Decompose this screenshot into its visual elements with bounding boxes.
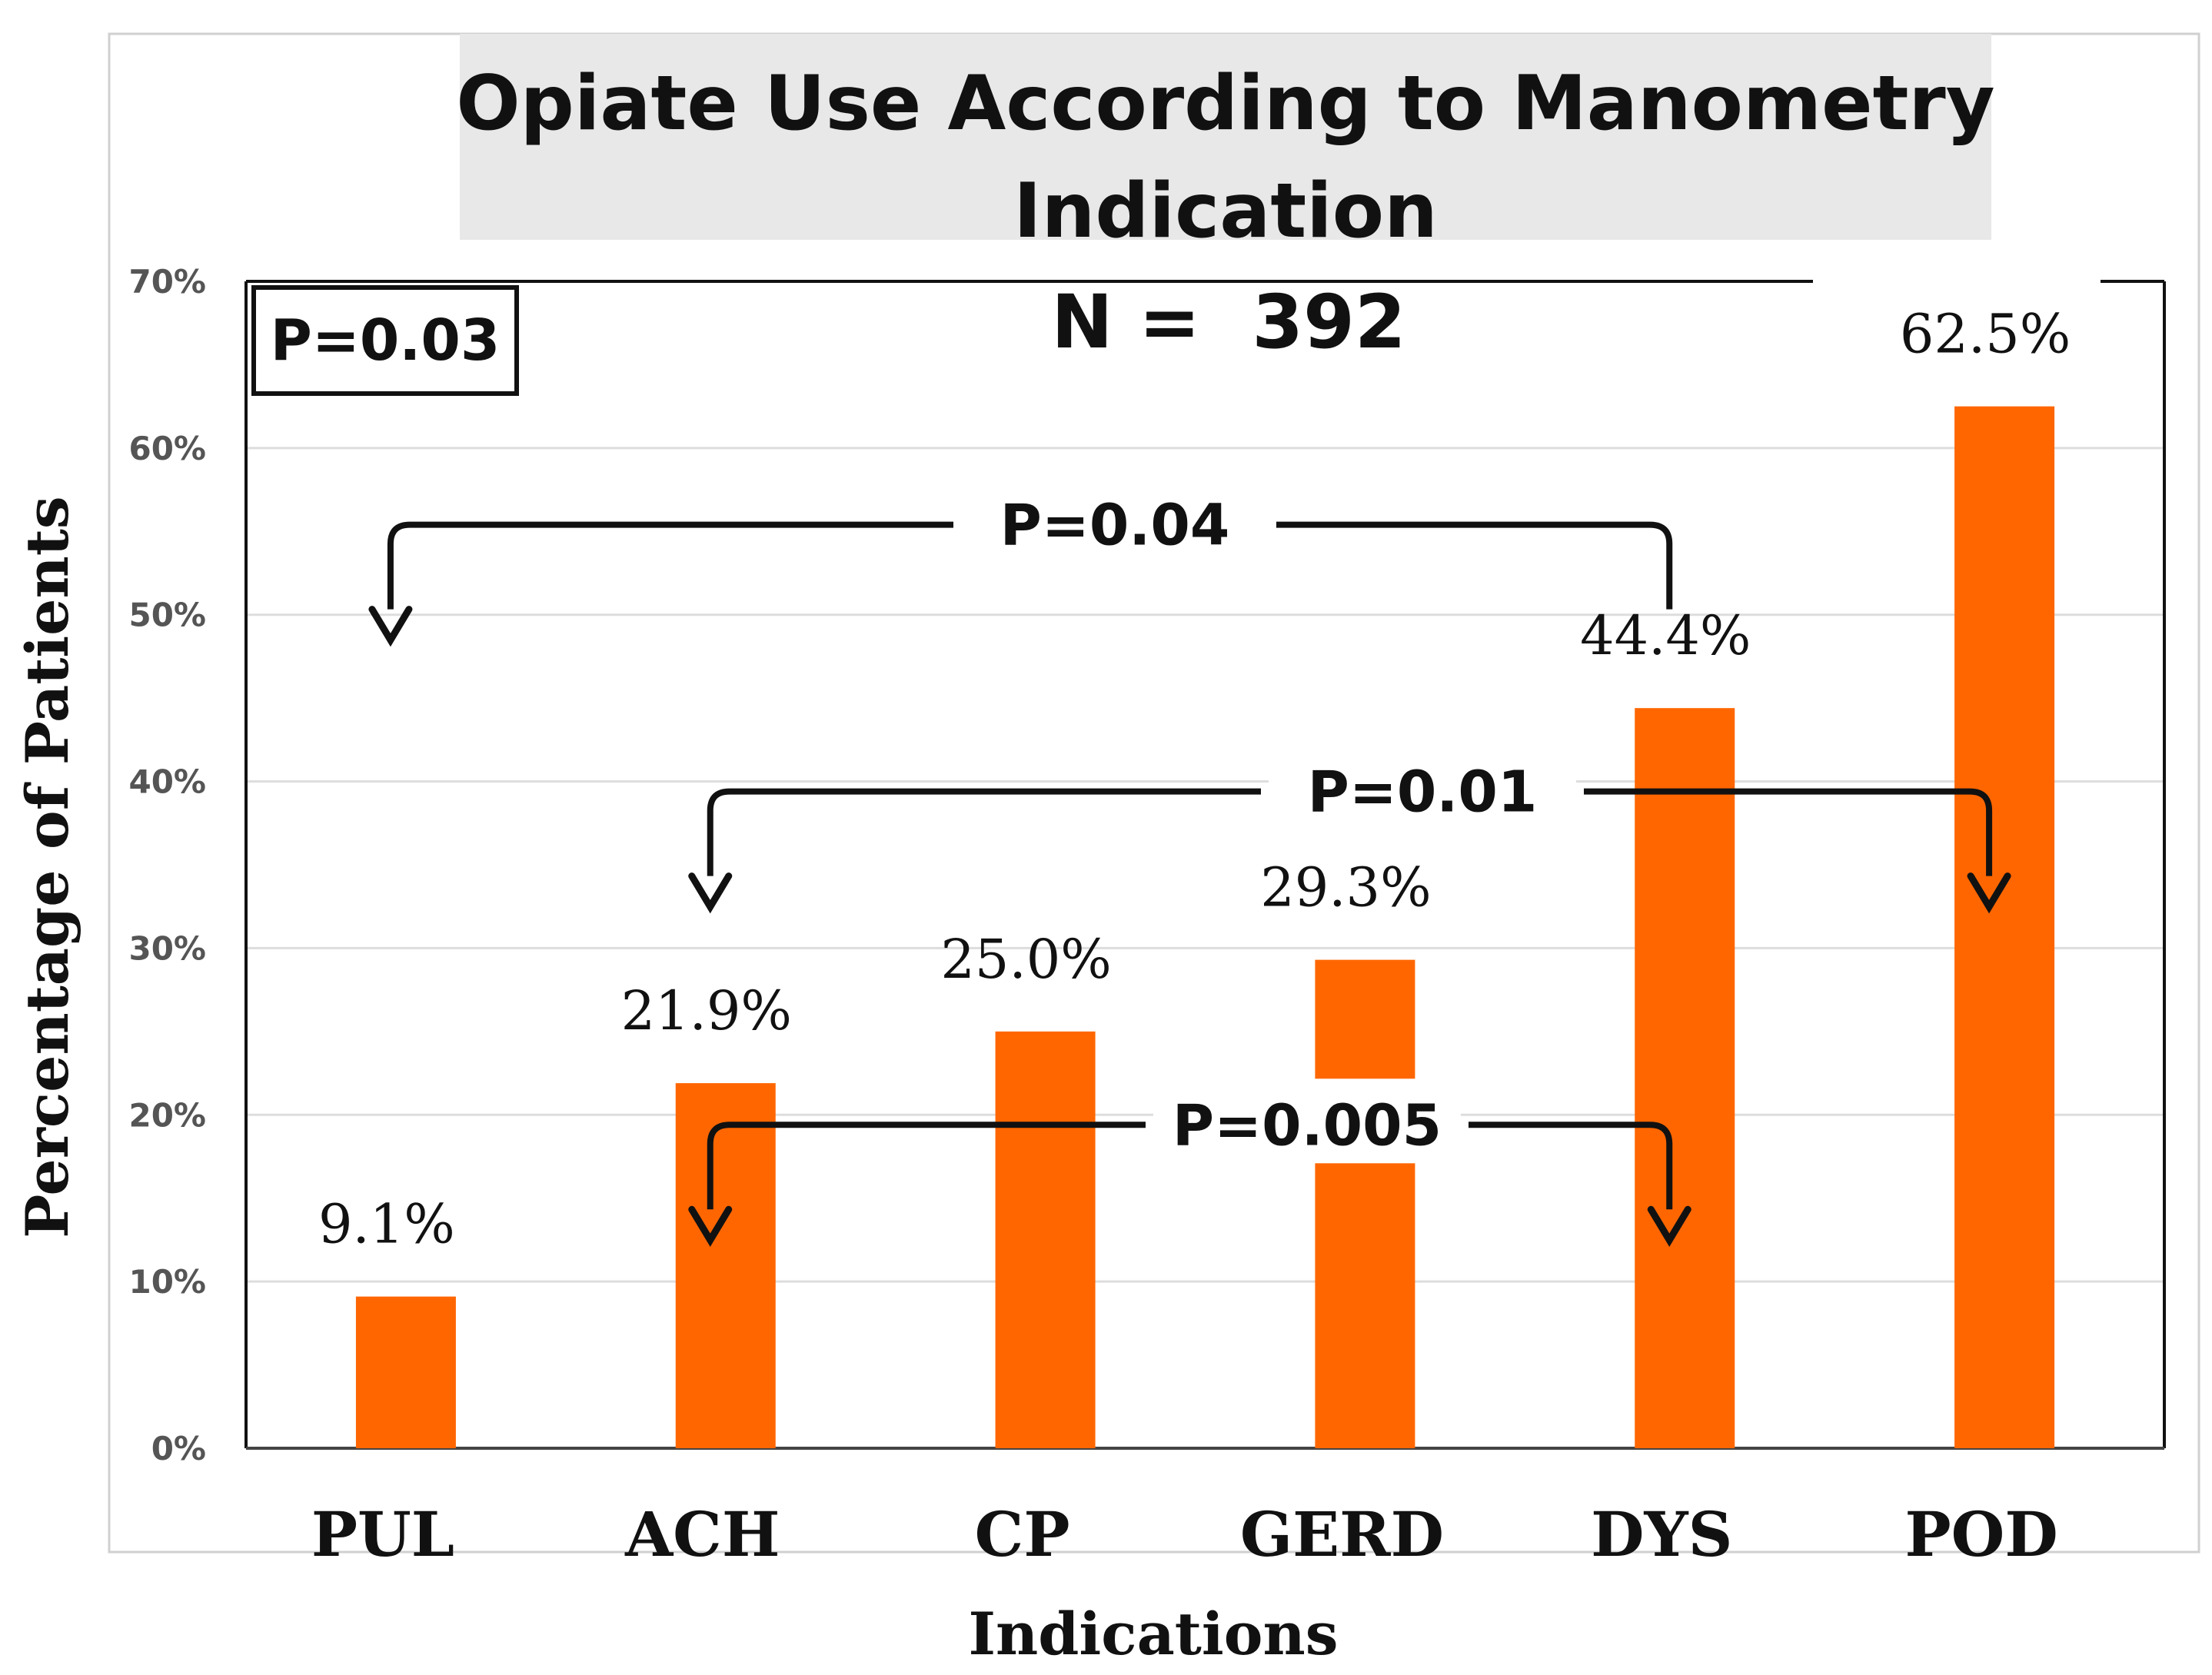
y-tick-label: 20%: [128, 1096, 206, 1134]
comparison-brackets: P=0.04 P=0.01 P=0.005: [368, 478, 2011, 1248]
y-axis-ticks: 0% 10% 20% 30% 40% 50% 60% 70%: [128, 263, 206, 1467]
value-labels: 9.1% 21.9% 25.0% 29.3% 44.4% 62.5%: [318, 303, 2071, 1256]
bar-pul: [355, 1296, 456, 1448]
bracket-line: [707, 788, 1261, 876]
y-axis-title: Percentage of Patients: [13, 496, 81, 1238]
value-label: 25.0%: [940, 928, 1111, 991]
x-tick-label: POD: [1904, 1498, 2057, 1570]
x-tick-label: DYS: [1591, 1498, 1732, 1570]
value-label: 62.5%: [1900, 303, 2071, 366]
bracket-label-bg: [1153, 1078, 1461, 1164]
x-axis-title: Indications: [968, 1600, 1338, 1668]
overall-p-label: P=0.03: [271, 307, 501, 374]
bar-ach: [675, 1083, 776, 1448]
arrowhead: [688, 1205, 733, 1248]
y-tick-label: 40%: [128, 763, 206, 801]
chart-title-line-2: Indication: [1013, 168, 1438, 255]
value-label: 44.4%: [1580, 604, 1751, 667]
bar-gerd: [1315, 959, 1415, 1448]
bracket-label: P=0.005: [1173, 1092, 1442, 1158]
bracket-line: [1276, 521, 1673, 610]
bar-pod: [1954, 406, 2055, 1449]
x-axis-ticks: PUL ACH CP GERD DYS POD: [311, 1498, 2058, 1570]
arrowhead: [1647, 1205, 1691, 1248]
x-tick-label: CP: [975, 1498, 1070, 1570]
bracket-label: P=0.01: [1308, 759, 1538, 826]
y-tick-label: 70%: [128, 263, 206, 301]
arrowhead: [688, 872, 733, 914]
bar-dys: [1635, 708, 1735, 1448]
value-label: 21.9%: [621, 979, 792, 1042]
bracket-line: [1469, 1122, 1673, 1210]
bar-cp: [995, 1031, 1096, 1448]
bracket-line: [1584, 788, 1993, 876]
bars: [355, 406, 2055, 1449]
bracket-line: [387, 521, 953, 610]
x-tick-label: GERD: [1240, 1498, 1444, 1570]
value-label: 29.3%: [1260, 856, 1431, 919]
bracket-label: P=0.04: [1000, 493, 1230, 559]
arrowhead: [368, 606, 413, 647]
arrowhead: [1967, 872, 2011, 914]
y-tick-label: 0%: [151, 1430, 206, 1467]
x-tick-label: ACH: [624, 1498, 780, 1570]
y-tick-label: 60%: [128, 430, 206, 467]
bracket-label-bg: [961, 478, 1269, 563]
y-tick-label: 10%: [128, 1263, 206, 1301]
x-tick-label: PUL: [311, 1498, 454, 1570]
bracket-label-bg: [1269, 745, 1576, 830]
y-tick-label: 50%: [128, 597, 206, 634]
chart-title-line-1: Opiate Use According to Manometry: [456, 60, 1994, 148]
overall-p-box: [251, 285, 519, 396]
bracket-line: [707, 1122, 1146, 1210]
value-label: 9.1%: [318, 1193, 455, 1256]
y-tick-label: 30%: [128, 929, 206, 967]
title-banner: [460, 34, 1991, 240]
sample-size-label: N = 392: [1051, 279, 1405, 365]
